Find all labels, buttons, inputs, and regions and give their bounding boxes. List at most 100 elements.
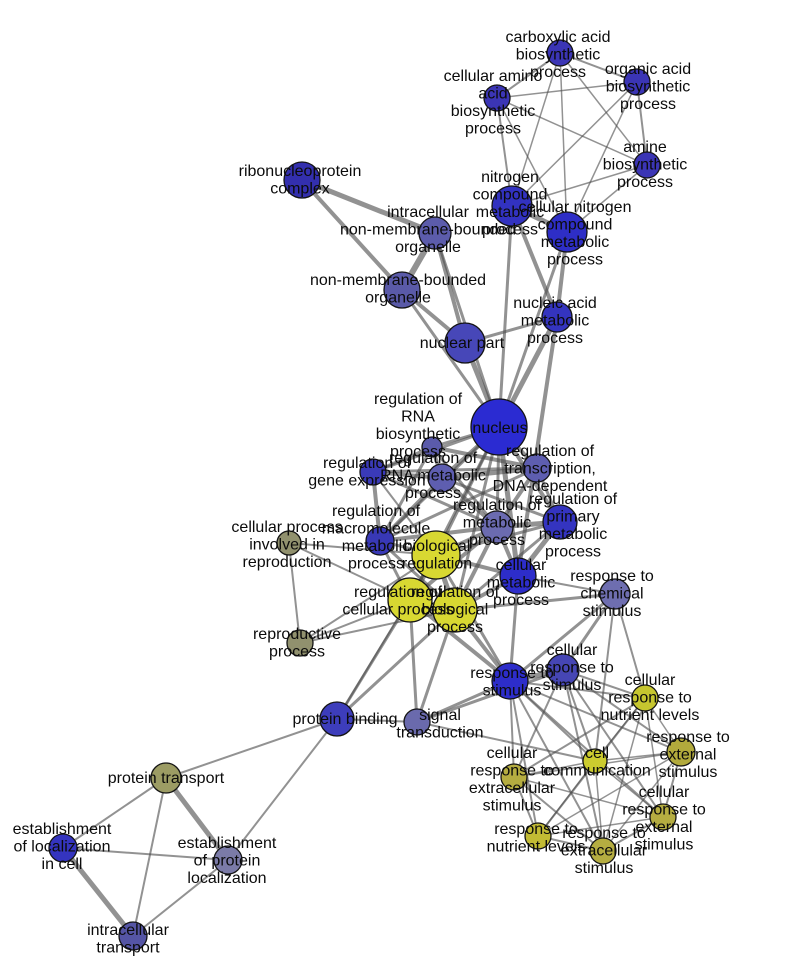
node-nucleic[interactable] — [541, 301, 573, 333]
node-label-line: metabolic — [487, 575, 555, 592]
node-label-line: regulation of — [411, 584, 500, 601]
node-reg_metabolic[interactable] — [480, 510, 514, 544]
node-label-line: process — [469, 532, 525, 549]
node-label-line: nitrogen — [481, 169, 539, 186]
node-resp_stimulus[interactable] — [491, 662, 529, 700]
node-resp_nutrient[interactable] — [524, 822, 552, 850]
node-nuclear_part[interactable] — [444, 322, 486, 364]
node-cell_resp_extracell[interactable] — [500, 763, 528, 791]
node-label-line: of protein — [194, 853, 261, 870]
node-label-cell_resp_extracell: cellular response to extracellular stimulus — [469, 745, 556, 815]
node-label-nucleus: nucleus — [472, 420, 527, 437]
node-reg_rna_bio[interactable] — [421, 436, 443, 458]
node-label-line: process — [405, 485, 461, 502]
node-label-line: regulation of — [529, 491, 618, 508]
node-resp_external[interactable] — [666, 737, 696, 767]
label-layer: carboxylic acid biosynthetic process organi… — [13, 29, 730, 957]
node-intra_transport[interactable] — [118, 921, 148, 951]
node-signal_transduction[interactable] — [403, 708, 431, 736]
node-reg_primary[interactable] — [542, 504, 578, 540]
node-resp_extracell[interactable] — [589, 837, 617, 865]
node-cell_resp_nutrient[interactable] — [631, 684, 659, 712]
node-cell_resp_stim[interactable] — [546, 653, 580, 687]
node-label-line: involved in — [249, 537, 325, 554]
node-bio_regulation[interactable] — [411, 530, 461, 580]
edge-resp_chemical-cell_comm — [594, 593, 616, 762]
node-label-line: regulation of — [506, 443, 595, 460]
node-label-line: cellular nitrogen — [519, 199, 632, 216]
node-label-line: cellular — [496, 557, 547, 574]
node-label-line: cellular process — [231, 519, 342, 536]
node-cell_metabolic[interactable] — [499, 557, 537, 595]
edge-nitrogen-nucleus — [497, 204, 514, 429]
node-label-organic: organic acid biosynthetic process — [605, 61, 691, 113]
node-amino[interactable] — [483, 84, 511, 112]
node-label-reg_primary: regulation of primary metabolic process — [529, 491, 618, 561]
node-label-line: response to — [622, 802, 706, 819]
edge-resp_stimulus-resp_nutrient — [509, 680, 539, 837]
node-reg_macromol[interactable] — [365, 526, 395, 556]
edge-resp_chemical-resp_stimulus — [508, 592, 617, 683]
edge-resp_stimulus-cell_resp_external — [509, 680, 664, 818]
node-label-line: cellular — [625, 672, 676, 689]
node-label-line: cellular process — [342, 602, 453, 619]
node-amine[interactable] — [633, 151, 661, 179]
edge-carboxylic-cell_nitrogen — [559, 52, 568, 233]
node-intra_nmbo[interactable] — [418, 216, 452, 250]
node-label-resp_chemical: response to chemical stimulus — [570, 568, 654, 620]
node-label-line: stimulus — [659, 764, 718, 781]
node-label-line: regulation of — [374, 391, 463, 408]
node-cell_comm[interactable] — [582, 748, 608, 774]
edge-rnp-intra_nmbo — [299, 177, 438, 236]
node-reg_cell_proc[interactable] — [387, 577, 433, 623]
node-label-line: metabolic — [342, 538, 410, 555]
node-protein_binding[interactable] — [319, 701, 355, 737]
node-label-line: biosynthetic — [376, 426, 461, 443]
node-reg_gene_expr[interactable] — [359, 458, 387, 486]
node-label-line: response to — [530, 660, 614, 677]
node-label-cell_resp_stim: cellular response to stimulus — [530, 642, 614, 694]
node-carboxylic[interactable] — [546, 39, 574, 67]
edge-protein_transport-est_prot_loc — [163, 775, 231, 863]
node-label-line: primary — [546, 509, 599, 526]
node-label-line: amine — [623, 139, 667, 156]
node-organic[interactable] — [623, 68, 651, 96]
edge-amino-cell_nitrogen — [496, 97, 568, 233]
edge-amine-nitrogen — [511, 164, 648, 207]
node-cell_resp_external[interactable] — [649, 803, 677, 831]
node-label-resp_external: response to external stimulus — [646, 729, 730, 781]
node-cell_nitrogen[interactable] — [546, 211, 588, 253]
node-rnp[interactable] — [283, 161, 321, 199]
node-label-nitrogen: nitrogen compound metabolic process — [473, 169, 548, 239]
node-est_loc_cell[interactable] — [48, 833, 78, 863]
node-label-line: process — [269, 644, 325, 661]
node-label-intra_nmbo: intracellular non-membrane-bounded organel… — [340, 204, 516, 256]
edge-organic-amine — [636, 81, 648, 166]
node-resp_chemical[interactable] — [599, 578, 631, 610]
node-label-line: intracellular — [387, 204, 469, 221]
node-label-line: regulation of — [389, 450, 478, 467]
node-reg_rna_met[interactable] — [427, 463, 457, 493]
node-nucleus[interactable] — [470, 398, 528, 456]
edge-reg_rna_met-reg_macromol — [378, 476, 444, 543]
edge-reg_bio_proc-resp_chemical — [453, 592, 617, 612]
edge-cell_resp_nutrient-cell_resp_extracell — [513, 697, 646, 778]
node-cell_proc_repro[interactable] — [276, 530, 302, 556]
edge-cell_resp_extracell-resp_extracell — [513, 776, 604, 852]
node-nmbo[interactable] — [383, 271, 421, 309]
node-label-line: transduction — [396, 725, 483, 742]
node-label-intra_transport: intracellular transport — [87, 922, 169, 957]
node-repro_proc[interactable] — [286, 629, 314, 657]
node-label-line: localization — [187, 870, 266, 887]
edge-reg_rna_met-reg_primary — [440, 476, 562, 524]
node-nitrogen[interactable] — [491, 185, 533, 227]
edge-protein_transport-intra_transport — [132, 777, 167, 937]
node-est_prot_loc[interactable] — [213, 845, 243, 875]
node-reg_bio_proc[interactable] — [432, 587, 478, 633]
node-label-resp_nutrient: response to nutrient levels — [487, 821, 586, 856]
node-label-line: cellular — [639, 784, 690, 801]
node-reg_transcription[interactable] — [522, 453, 552, 483]
node-label-est_loc_cell: establishment of localization in cell — [13, 821, 112, 873]
node-protein_transport[interactable] — [150, 762, 182, 794]
node-label-line: communication — [543, 763, 651, 780]
